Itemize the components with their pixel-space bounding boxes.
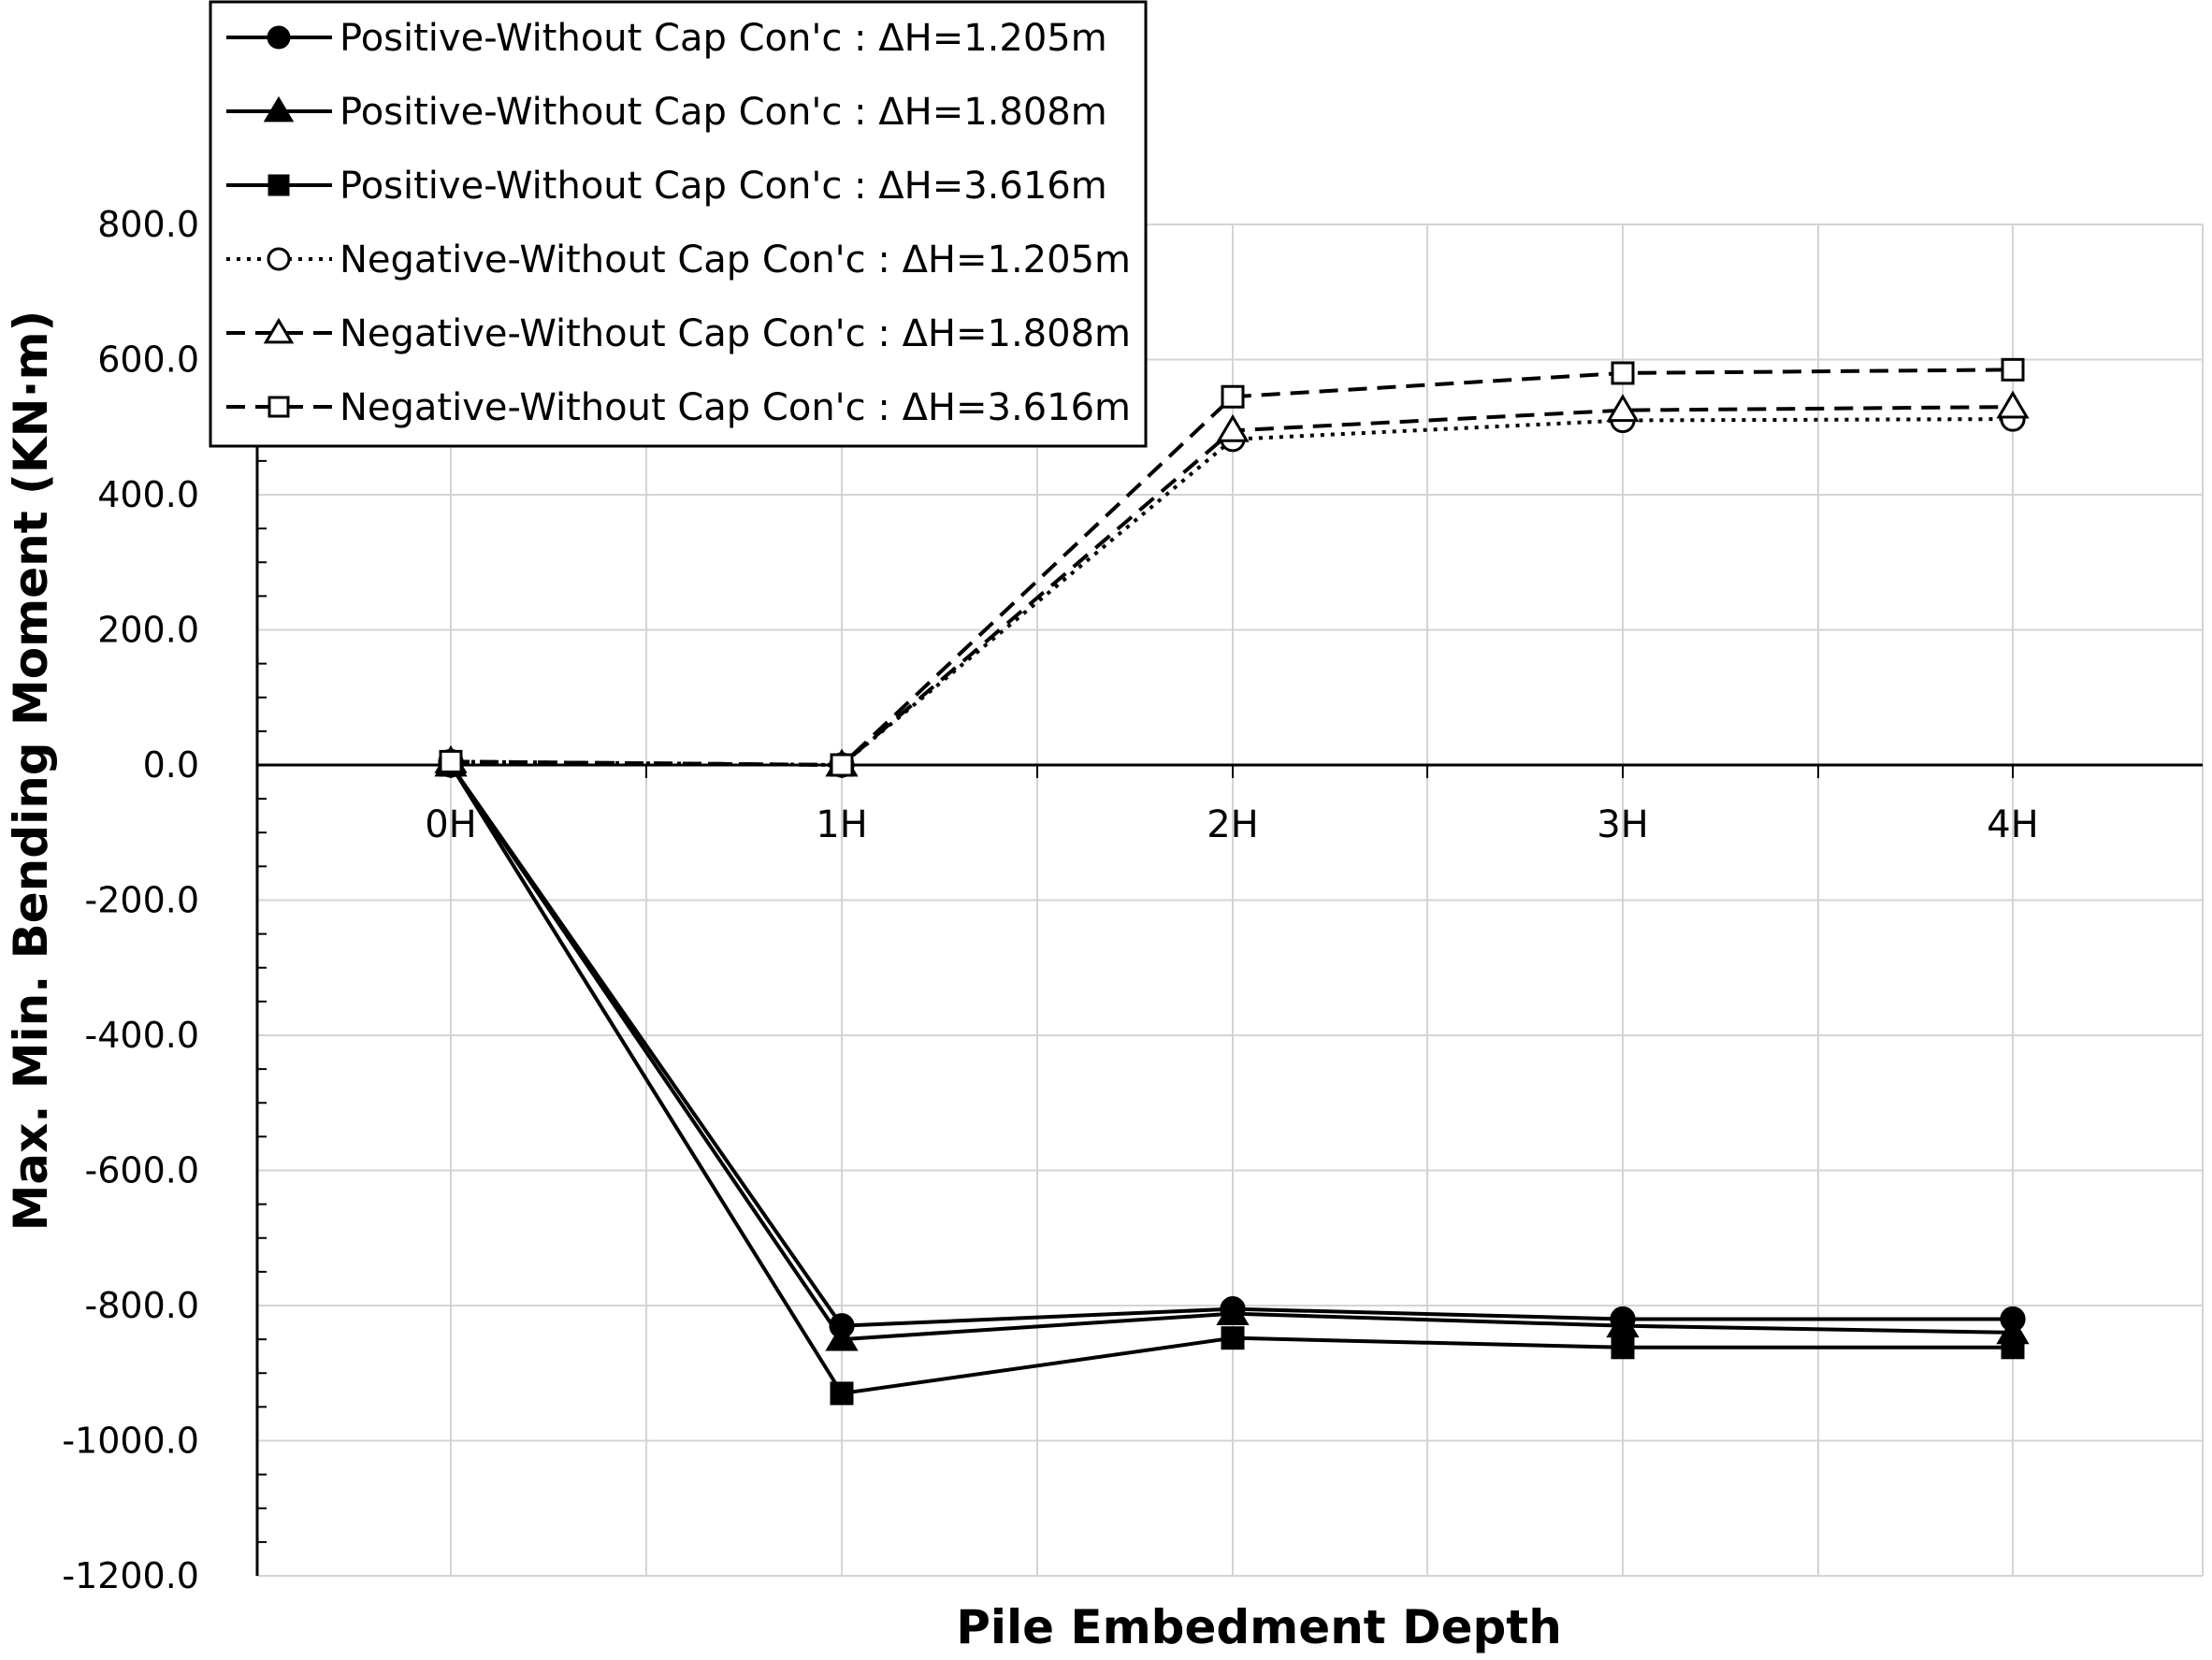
legend-label: Positive-Without Cap Con'c : ΔH=3.616m [340,165,1107,208]
data-point [1216,1297,1250,1326]
legend-label: Negative-Without Cap Con'c : ΔH=1.808m [340,312,1131,355]
x-axis-title: Pile Embedment Depth [956,1600,1562,1654]
legend-label: Positive-Without Cap Con'c : ΔH=1.808m [340,91,1107,134]
data-point [2001,357,2025,382]
legend-item: Negative-Without Cap Con'c : ΔH=3.616m [226,386,1131,429]
legend-label: Positive-Without Cap Con'c : ΔH=1.205m [340,17,1107,60]
data-point [1611,1335,1635,1360]
data-point [1216,413,1250,442]
y-tick-label: 800.0 [97,204,199,245]
y-tick-label: -200.0 [85,880,200,921]
legend-item: Positive-Without Cap Con'c : ΔH=1.808m [226,91,1107,134]
legend-label: Negative-Without Cap Con'c : ΔH=3.616m [340,386,1131,429]
y-tick-label: -600.0 [85,1150,200,1191]
legend-marker [263,95,295,123]
legend-label: Negative-Without Cap Con'c : ΔH=1.205m [340,238,1131,281]
legend: Positive-Without Cap Con'c : ΔH=1.205m Po… [209,0,1148,448]
x-tick-label: 2H [1207,803,1259,846]
data-point [1611,361,1635,385]
y-tick-label: -800.0 [85,1285,200,1326]
data-point [830,1381,854,1406]
legend-box [209,0,1148,448]
legend-marker [263,317,295,344]
data-point [1606,394,1640,423]
series-line [450,417,2014,767]
y-axis-title: Max. Min. Bending Moment (KN·m) [4,310,58,1232]
series-2 [434,748,2030,1351]
data-point [825,1322,859,1351]
x-tick-label: 0H [425,803,477,846]
y-tick-label: 600.0 [97,339,199,381]
legend-item: Positive-Without Cap Con'c : ΔH=1.205m [226,17,1107,60]
data-point [2001,1335,2025,1360]
legend-marker [267,247,291,271]
tick-labels: 800.0 600.0 400.0 200.0 0.0 -200.0 -400.0 -600.… [62,204,2038,1596]
x-tick-label: 3H [1597,803,1649,846]
series-4 [438,406,2026,778]
series [434,357,2030,1406]
y-tick-label: -1000.0 [62,1421,199,1462]
data-point [439,749,463,773]
legend-marker [267,396,290,418]
y-tick-label: -400.0 [85,1015,200,1056]
x-tick-label: 4H [1987,803,2039,846]
series-6 [439,357,2025,777]
legend-marker [267,25,291,50]
y-tick-label: -1200.0 [62,1555,199,1596]
data-point [1221,384,1245,409]
y-tick-label: 0.0 [143,744,199,786]
y-tick-label: 200.0 [97,610,199,651]
legend-item: Negative-Without Cap Con'c : ΔH=1.205m [226,238,1131,281]
data-point [830,753,854,777]
legend-item: Positive-Without Cap Con'c : ΔH=3.616m [226,165,1107,208]
data-point [1996,390,2030,419]
y-tick-label: 400.0 [97,474,199,515]
legend-item: Negative-Without Cap Con'c : ΔH=1.808m [226,312,1131,355]
axes [255,224,2203,1576]
x-tick-label: 1H [816,803,868,846]
legend-marker [267,174,290,196]
data-point [1221,1326,1245,1350]
